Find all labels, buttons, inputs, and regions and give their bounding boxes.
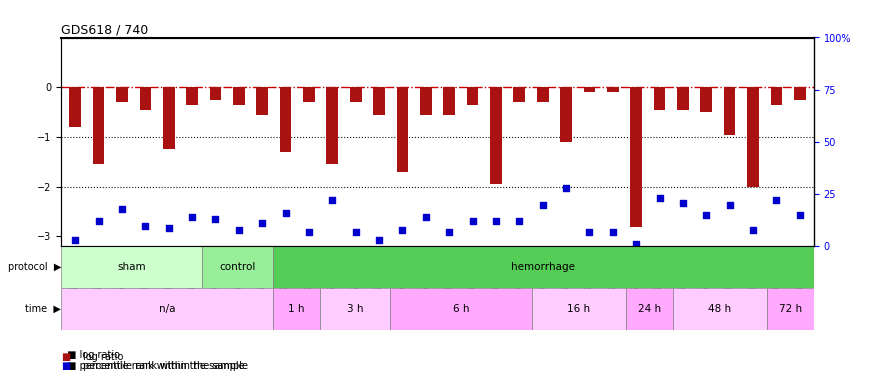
Bar [374, 87, 385, 115]
Text: 6 h: 6 h [452, 304, 469, 314]
Point [278, 210, 292, 216]
Bar [186, 87, 198, 105]
Bar [61, 246, 202, 288]
Point [68, 237, 82, 243]
Bar [514, 87, 525, 102]
Point [372, 237, 386, 243]
Bar [766, 288, 814, 330]
Point [629, 242, 643, 248]
Bar [350, 87, 361, 102]
Bar [626, 288, 673, 330]
Bar [630, 87, 642, 226]
Point [349, 229, 363, 235]
Bar [61, 288, 273, 330]
Bar [607, 87, 619, 92]
Bar [677, 87, 689, 109]
Bar [326, 87, 338, 164]
Point [92, 218, 106, 224]
Point [512, 218, 526, 224]
Point [746, 227, 760, 233]
Bar [69, 87, 81, 127]
Text: 24 h: 24 h [638, 304, 661, 314]
Point [559, 185, 573, 191]
Point [489, 218, 503, 224]
Text: control: control [220, 262, 256, 272]
Bar [93, 87, 104, 164]
Point [396, 227, 410, 233]
Point [208, 216, 222, 222]
Bar [560, 87, 572, 142]
Point [419, 214, 433, 220]
Bar [116, 87, 128, 102]
Bar [256, 87, 268, 115]
Bar [139, 87, 151, 109]
Point [162, 225, 176, 231]
Text: 3 h: 3 h [347, 304, 363, 314]
Text: GDS618 / 740: GDS618 / 740 [61, 23, 149, 36]
Text: n/a: n/a [159, 304, 175, 314]
Point [676, 200, 690, 206]
Text: time  ▶: time ▶ [25, 304, 61, 314]
Bar [320, 288, 390, 330]
Bar [537, 87, 549, 102]
Point [232, 227, 246, 233]
Bar [444, 87, 455, 115]
Point [115, 206, 129, 212]
Text: ■ log ratio
  ■ percentile rank within the sample: ■ log ratio ■ percentile rank within the… [61, 350, 245, 371]
Point [536, 202, 550, 208]
Bar [420, 87, 431, 115]
Bar [273, 246, 814, 288]
Bar [673, 288, 766, 330]
Bar [280, 87, 291, 152]
Point [302, 229, 316, 235]
Bar [771, 87, 782, 105]
Bar [163, 87, 175, 149]
Bar [202, 246, 273, 288]
Text: sham: sham [117, 262, 146, 272]
Bar [273, 288, 320, 330]
Text: 48 h: 48 h [708, 304, 731, 314]
Bar [390, 288, 532, 330]
Bar [233, 87, 245, 105]
Point [583, 229, 597, 235]
Bar [654, 87, 665, 109]
Bar [490, 87, 501, 184]
Bar [584, 87, 595, 92]
Point [326, 198, 340, 204]
Text: 16 h: 16 h [567, 304, 590, 314]
Point [793, 212, 807, 218]
Text: ■: ■ [61, 352, 71, 362]
Bar [747, 87, 759, 187]
Point [653, 195, 667, 201]
Text: 1 h: 1 h [288, 304, 304, 314]
Bar [700, 87, 712, 112]
Point [699, 212, 713, 218]
Text: ■: ■ [61, 361, 71, 371]
Point [186, 214, 200, 220]
Bar [794, 87, 806, 100]
Text: percentile rank within the sample: percentile rank within the sample [83, 361, 248, 371]
Bar [466, 87, 479, 105]
Point [466, 218, 480, 224]
Text: protocol  ▶: protocol ▶ [8, 262, 61, 272]
Bar [724, 87, 736, 135]
Bar [396, 87, 409, 172]
Bar [210, 87, 221, 100]
Text: hemorrhage: hemorrhage [511, 262, 576, 272]
Point [606, 229, 620, 235]
Bar [303, 87, 315, 102]
Bar [532, 288, 626, 330]
Point [138, 222, 152, 228]
Text: log ratio: log ratio [83, 352, 123, 362]
Text: 72 h: 72 h [779, 304, 802, 314]
Point [723, 202, 737, 208]
Point [255, 220, 270, 226]
Point [769, 198, 783, 204]
Point [442, 229, 456, 235]
